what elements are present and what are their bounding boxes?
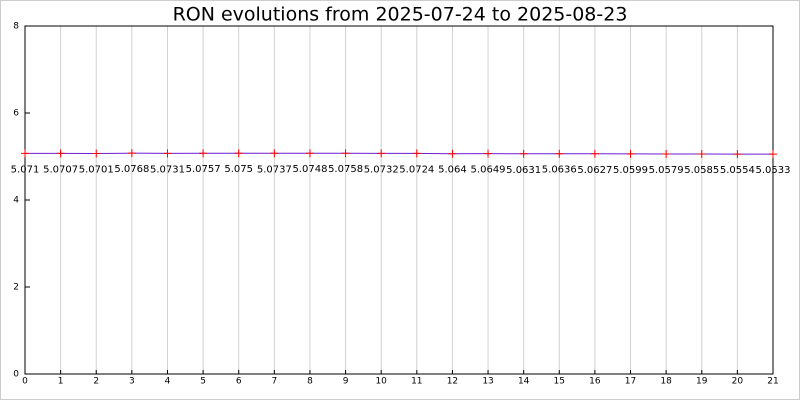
marker — [519, 149, 528, 158]
marker — [769, 150, 777, 159]
x-tick-label: 9 — [343, 377, 349, 387]
marker — [234, 149, 243, 158]
x-tick-label: 7 — [271, 377, 277, 387]
x-tick-label: 14 — [518, 377, 530, 387]
data-label: 5.0649 — [471, 165, 506, 176]
data-label: 5.0737 — [257, 164, 292, 175]
marker — [270, 149, 279, 158]
x-tick-label: 0 — [22, 377, 28, 387]
marker — [662, 149, 671, 158]
y-tick-label: 6 — [13, 109, 19, 119]
x-tick-label: 5 — [200, 377, 206, 387]
x-tick-label: 20 — [732, 377, 744, 387]
marker — [56, 149, 65, 158]
marker — [341, 149, 350, 158]
marker — [590, 149, 599, 158]
x-tick-label: 8 — [307, 377, 313, 387]
marker — [377, 149, 386, 158]
marker — [412, 149, 421, 158]
x-tick-label: 10 — [375, 377, 387, 387]
marker — [92, 149, 101, 158]
marker — [626, 149, 635, 158]
y-tick-label: 8 — [13, 22, 19, 32]
y-tick-label: 4 — [13, 196, 19, 206]
marker — [484, 149, 493, 158]
data-label: 5.0627 — [577, 165, 612, 176]
marker — [305, 149, 314, 158]
x-tick-label: 19 — [696, 377, 708, 387]
marker — [555, 149, 564, 158]
chart-title: RON evolutions from 2025-07-24 to 2025-0… — [173, 4, 628, 26]
data-label: 5.0768 — [114, 164, 149, 175]
marker — [697, 149, 706, 158]
y-tick-label: 2 — [13, 283, 19, 293]
marker — [448, 149, 457, 158]
x-tick-label: 21 — [767, 377, 778, 387]
data-label: 5.0758 — [328, 164, 363, 175]
data-label: 5.075 — [224, 164, 253, 175]
plot-frame — [24, 25, 774, 375]
data-label: 5.0724 — [399, 164, 434, 175]
marker — [21, 149, 29, 158]
x-tick-label: 13 — [482, 377, 493, 387]
x-tick-label: 16 — [589, 377, 601, 387]
data-label: 5.064 — [438, 165, 467, 176]
data-label: 5.0585 — [684, 165, 719, 176]
data-label: 5.0707 — [43, 164, 78, 175]
data-label: 5.0757 — [186, 164, 221, 175]
marker — [199, 149, 208, 158]
x-tick-label: 11 — [411, 377, 422, 387]
x-tick-label: 6 — [236, 377, 242, 387]
data-label: 5.0599 — [613, 165, 648, 176]
data-label: 5.0732 — [364, 164, 399, 175]
marker — [163, 149, 172, 158]
x-tick-label: 3 — [129, 377, 135, 387]
data-label: 5.0631 — [506, 165, 541, 176]
marker — [733, 150, 742, 159]
data-label: 5.0579 — [649, 165, 684, 176]
x-tick-label: 1 — [58, 377, 64, 387]
x-tick-label: 12 — [447, 377, 458, 387]
x-tick-label: 2 — [93, 377, 99, 387]
x-tick-label: 17 — [625, 377, 636, 387]
marker — [127, 149, 136, 158]
x-tick-label: 18 — [660, 377, 672, 387]
data-label: 5.0636 — [542, 165, 577, 176]
data-label: 5.0731 — [150, 164, 185, 175]
y-tick-label: 0 — [13, 370, 19, 380]
data-label: 5.071 — [11, 164, 40, 175]
x-tick-label: 4 — [165, 377, 171, 387]
data-label: 5.0554 — [720, 165, 755, 176]
line — [24, 152, 774, 155]
data-label: 5.0533 — [756, 165, 791, 176]
data-label: 5.0748 — [292, 164, 327, 175]
x-tick-label: 15 — [554, 377, 565, 387]
data-label: 5.0701 — [79, 164, 114, 175]
